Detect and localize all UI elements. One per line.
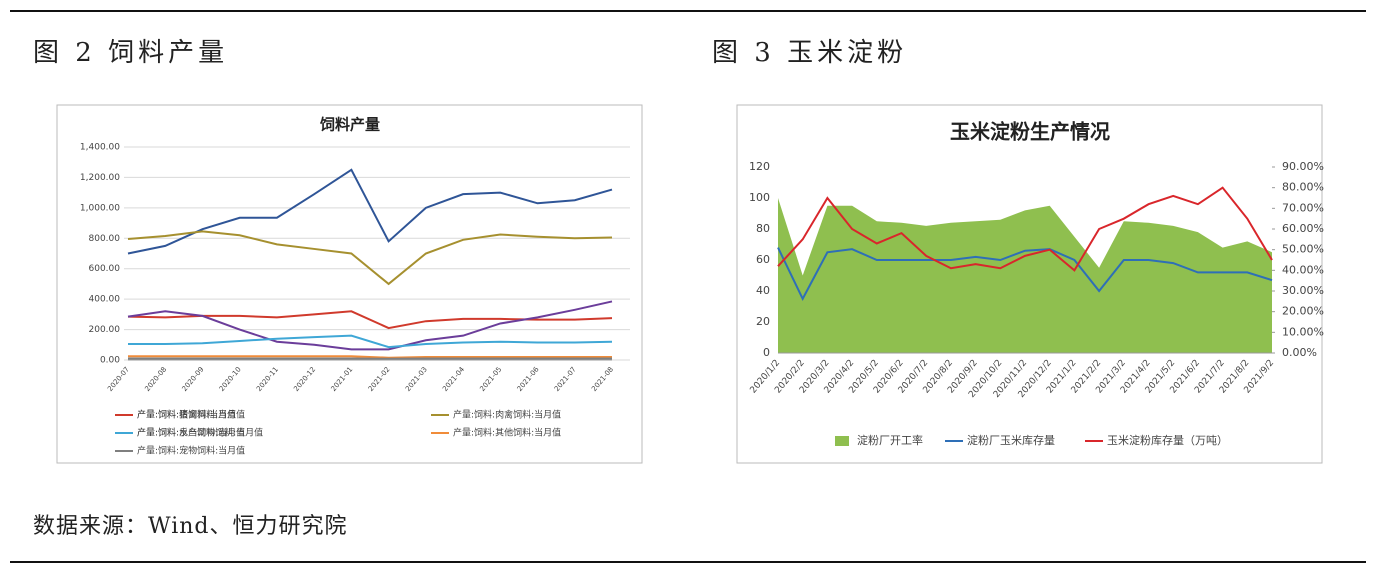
series-line (127, 300, 613, 351)
legend-swatch (835, 436, 849, 446)
y-tick-label: 60 (756, 253, 770, 266)
top-rule (10, 10, 1366, 12)
y-tick-label: 80 (756, 222, 770, 235)
y2-tick-label: 30.00% (1282, 284, 1324, 297)
y2-tick-label: 70.00% (1282, 201, 1324, 214)
y-tick-label: 0 (763, 346, 770, 359)
x-tick-label: 2021-05 (478, 365, 503, 393)
legend-label: 淀粉厂玉米库存量 (967, 433, 1055, 447)
legend-label: 产量:饲料:反刍动物饲料:当月值 (137, 427, 263, 439)
y-tick-label: 100 (749, 191, 770, 204)
series-line (127, 168, 613, 255)
series-line (127, 310, 613, 330)
x-tick-label: 2020-08 (143, 365, 168, 393)
x-tick-label: 2021-03 (404, 365, 429, 393)
legend-label: 产量:饲料:其他饲料:当月值 (453, 427, 561, 439)
y-tick-label: 120 (749, 160, 770, 173)
legend-label: 产量:饲料:蛋禽饲料:当月值 (137, 409, 245, 421)
y-tick-label: 1,400.00 (80, 143, 120, 153)
series-line (128, 334, 613, 349)
legend-label: 产量:饲料:猪饲料:当月值 (137, 409, 236, 421)
legend-label: 产量:饲料:宠物饲料:当月值 (137, 445, 245, 457)
x-tick-label: 2020-11 (255, 365, 280, 393)
chart-title: 玉米淀粉生产情况 (950, 120, 1110, 144)
y2-tick-label: 20.00% (1282, 305, 1324, 318)
legend-label: 淀粉厂开工率 (857, 433, 923, 447)
x-tick-label: 2020-07 (106, 365, 131, 393)
series-line (777, 186, 1273, 272)
x-tick-label: 2021-06 (516, 365, 541, 393)
x-tick-label: 2021-08 (590, 365, 615, 393)
y-tick-label: 40 (756, 284, 770, 297)
series-line (128, 355, 612, 359)
y-tick-label: 600.00 (89, 264, 121, 274)
x-tick-label: 2020-12 (292, 365, 317, 393)
y-tick-label: 400.00 (89, 295, 121, 305)
y2-tick-label: 90.00% (1282, 160, 1324, 173)
legend-label: 产量:饲料:肉禽饲料:当月值 (453, 409, 561, 421)
x-tick-label: 2021-01 (330, 365, 355, 393)
y2-tick-label: 80.00% (1282, 181, 1324, 194)
x-tick-label: 2021-04 (441, 365, 466, 393)
x-tick-label: 2021-07 (553, 365, 578, 393)
y-tick-label: 800.00 (89, 234, 121, 244)
y2-tick-label: 10.00% (1282, 325, 1324, 338)
x-tick-label: 2020-09 (181, 365, 206, 393)
y-tick-label: 0.00 (100, 356, 120, 366)
chart-title: 饲料产量 (319, 116, 380, 134)
chart-frame (56, 104, 643, 464)
y2-tick-label: 0.00% (1282, 346, 1317, 359)
x-tick-label: 2020-10 (218, 365, 243, 393)
series-line (127, 230, 613, 286)
series-line (777, 247, 1273, 301)
y2-tick-label: 50.00% (1282, 243, 1324, 256)
legend-label: 玉米淀粉库存量（万吨） (1107, 433, 1228, 447)
figure-caption: 图 3 玉米淀粉 (712, 38, 908, 68)
y-tick-label: 20 (756, 315, 770, 328)
y2-tick-label: 40.00% (1282, 263, 1324, 276)
series-area (778, 198, 1272, 353)
chart-frame (736, 104, 1323, 464)
figure-caption: 图 2 饲料产量 (33, 38, 229, 68)
y-tick-label: 1,000.00 (80, 203, 120, 213)
source-note: 数据来源：Wind、恒力研究院 (33, 514, 348, 539)
x-tick-label: 2021-02 (367, 365, 392, 393)
y2-tick-label: 60.00% (1282, 222, 1324, 235)
y-tick-label: 1,200.00 (80, 173, 120, 183)
legend-label: 产量:饲料:水产饲料:当月值 (137, 427, 245, 439)
bottom-rule (10, 561, 1366, 563)
y-tick-label: 200.00 (89, 325, 121, 335)
